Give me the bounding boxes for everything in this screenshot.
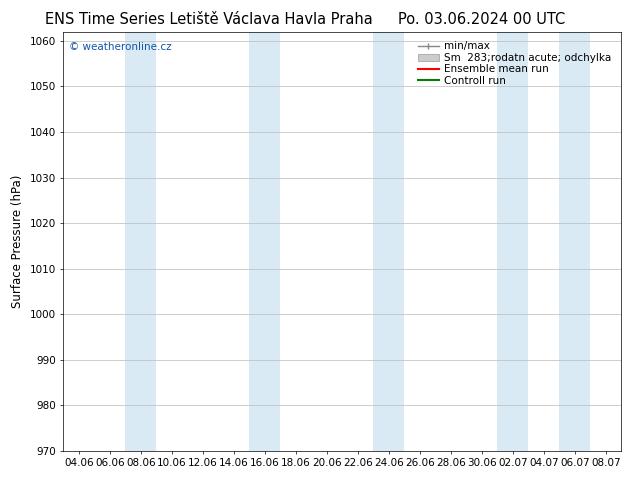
Bar	[249, 32, 280, 451]
Y-axis label: Surface Pressure (hPa): Surface Pressure (hPa)	[11, 174, 24, 308]
Bar	[373, 32, 404, 451]
Text: Po. 03.06.2024 00 UTC: Po. 03.06.2024 00 UTC	[398, 12, 566, 27]
Bar	[126, 32, 157, 451]
Legend: min/max, Sm  283;rodatn acute; odchylka, Ensemble mean run, Controll run: min/max, Sm 283;rodatn acute; odchylka, …	[416, 39, 613, 88]
Text: ENS Time Series Letiště Václava Havla Praha: ENS Time Series Letiště Václava Havla Pr…	[46, 12, 373, 27]
Text: © weatheronline.cz: © weatheronline.cz	[69, 42, 172, 52]
Bar	[497, 32, 528, 451]
Bar	[559, 32, 590, 451]
